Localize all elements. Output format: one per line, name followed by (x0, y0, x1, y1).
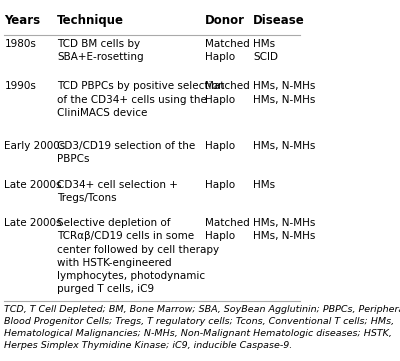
Text: CD3/CD19 selection of the
PBPCs: CD3/CD19 selection of the PBPCs (57, 141, 195, 164)
Text: Years: Years (4, 14, 40, 27)
Text: Haplo: Haplo (205, 141, 235, 151)
Text: HMs
SCID: HMs SCID (253, 39, 278, 62)
Text: TCD BM cells by
SBA+E-rosetting: TCD BM cells by SBA+E-rosetting (57, 39, 144, 62)
Text: HMs, N-MHs: HMs, N-MHs (253, 141, 315, 151)
Text: Late 2000s: Late 2000s (4, 218, 62, 228)
Text: Matched
Haplo: Matched Haplo (205, 82, 250, 105)
Text: TCD PBPCs by positive selection
of the CD34+ cells using the
CliniMACS device: TCD PBPCs by positive selection of the C… (57, 82, 225, 118)
Text: 1990s: 1990s (4, 82, 36, 91)
Text: Matched
Haplo: Matched Haplo (205, 39, 250, 62)
Text: TCD, T Cell Depleted; BM, Bone Marrow; SBA, SoyBean Agglutinin; PBPCs, Periphera: TCD, T Cell Depleted; BM, Bone Marrow; S… (4, 305, 400, 350)
Text: HMs: HMs (253, 179, 275, 190)
Text: HMs, N-MHs
HMs, N-MHs: HMs, N-MHs HMs, N-MHs (253, 218, 315, 242)
Text: Matched
Haplo: Matched Haplo (205, 218, 250, 242)
Text: Disease: Disease (253, 14, 305, 27)
Text: Selective depletion of
TCRαβ/CD19 cells in some
center followed by cell therapy
: Selective depletion of TCRαβ/CD19 cells … (57, 218, 219, 294)
Text: Donor: Donor (205, 14, 245, 27)
Text: 1980s: 1980s (4, 39, 36, 49)
Text: Haplo: Haplo (205, 179, 235, 190)
Text: Early 2000s: Early 2000s (4, 141, 66, 151)
Text: CD34+ cell selection +
Tregs/Tcons: CD34+ cell selection + Tregs/Tcons (57, 179, 178, 203)
Text: HMs, N-MHs
HMs, N-MHs: HMs, N-MHs HMs, N-MHs (253, 82, 315, 105)
Text: Technique: Technique (57, 14, 124, 27)
Text: Late 2000s: Late 2000s (4, 179, 62, 190)
